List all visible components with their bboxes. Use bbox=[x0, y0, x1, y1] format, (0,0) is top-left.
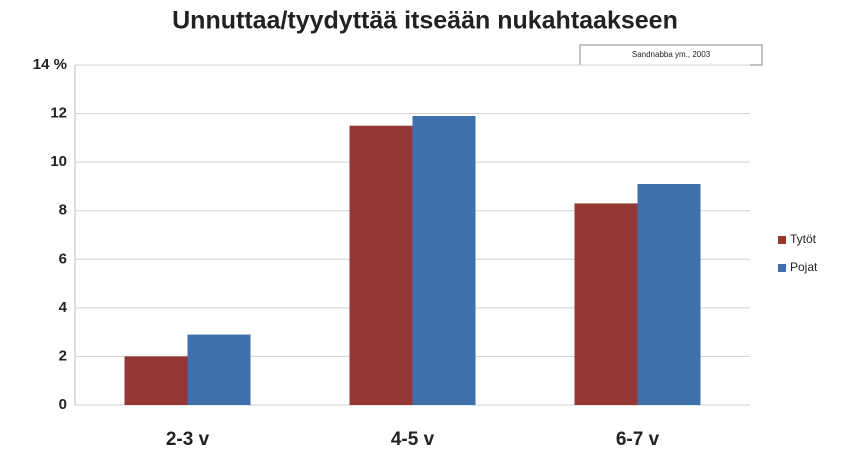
bar bbox=[124, 356, 188, 405]
y-tick-label: 2 bbox=[59, 347, 67, 364]
bar bbox=[637, 184, 701, 405]
bar bbox=[187, 334, 251, 405]
y-tick-label: 12 bbox=[50, 105, 67, 122]
chart-title: Unnuttaa/tyydyttää itseään nukahtaakseen bbox=[172, 7, 678, 35]
y-tick-label: 14 % bbox=[33, 56, 67, 73]
annotation: Sandnabba ym., 2003 bbox=[632, 50, 711, 59]
legend-label: Pojat bbox=[790, 260, 818, 274]
x-tick-label: 4-5 v bbox=[391, 429, 435, 450]
y-tick-label: 4 bbox=[59, 299, 68, 316]
y-tick-label: 0 bbox=[59, 396, 67, 413]
legend-label: Tytöt bbox=[790, 232, 817, 246]
bar bbox=[412, 116, 476, 405]
legend-swatch bbox=[778, 264, 786, 272]
x-tick-label: 2-3 v bbox=[166, 429, 210, 450]
y-tick-label: 6 bbox=[59, 250, 67, 267]
x-tick-label: 6-7 v bbox=[616, 429, 660, 450]
y-tick-label: 10 bbox=[50, 153, 67, 170]
bar bbox=[574, 203, 638, 405]
bar bbox=[349, 125, 413, 405]
y-tick-label: 8 bbox=[59, 202, 67, 219]
legend-swatch bbox=[778, 236, 786, 244]
